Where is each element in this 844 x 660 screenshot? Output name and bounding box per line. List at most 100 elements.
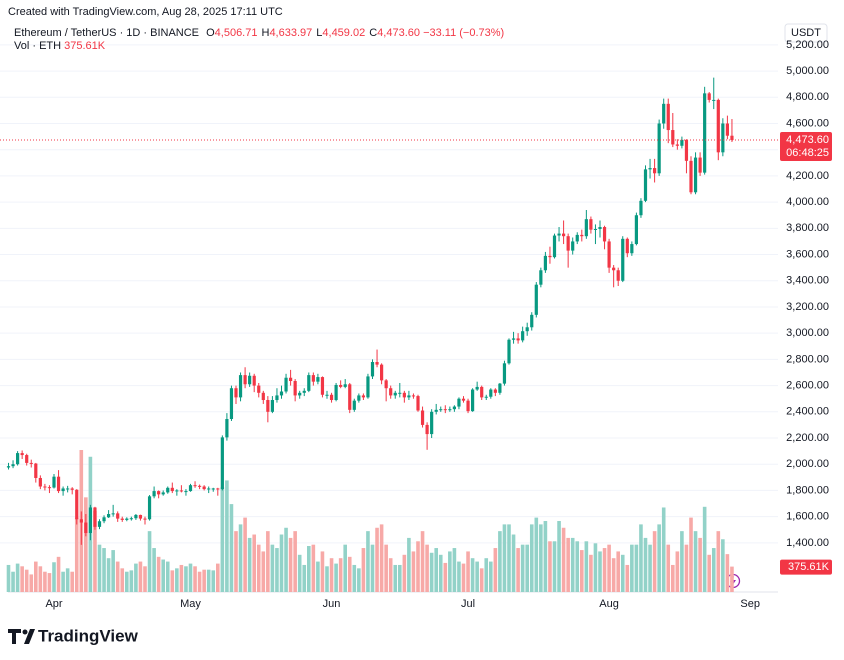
volume-bar — [56, 556, 61, 592]
volume-bar — [93, 510, 97, 592]
candle-body — [243, 375, 247, 385]
volume-bar — [234, 531, 238, 592]
candle-body — [407, 395, 411, 398]
volume-bar — [152, 548, 156, 592]
candle-body — [534, 284, 538, 315]
volume-bar — [102, 548, 106, 592]
candle-body — [552, 235, 557, 258]
candle-body — [575, 234, 579, 242]
candle-body — [721, 123, 725, 153]
volume-bar — [479, 568, 484, 592]
volume-bar — [507, 524, 511, 592]
volume-bar — [684, 544, 689, 592]
candle-body — [716, 99, 720, 153]
volume-bar — [511, 534, 516, 592]
candle-body — [34, 463, 38, 478]
y-tick-label: 4,000.00 — [786, 196, 829, 208]
volume-bar — [379, 524, 384, 592]
candle-body — [493, 389, 497, 393]
candle-body — [279, 391, 284, 396]
volume-bar — [384, 544, 388, 592]
volume-bar — [416, 541, 420, 592]
candle-body — [430, 411, 434, 435]
volume-bar — [29, 574, 34, 592]
volume-bar — [725, 554, 730, 592]
volume-bar — [398, 564, 402, 592]
volume-bar — [293, 531, 297, 592]
volume-bar — [175, 568, 179, 592]
volume-bar — [184, 566, 188, 592]
candle-body — [138, 514, 143, 519]
volume-bar — [216, 563, 220, 592]
volume-bar — [47, 573, 52, 592]
candle-body — [238, 375, 243, 398]
candle-body — [502, 363, 507, 384]
candle-body — [352, 400, 356, 410]
volume-bar — [170, 570, 175, 592]
candle-body — [329, 394, 334, 401]
candle-body — [120, 518, 124, 520]
volume-bar — [493, 548, 498, 592]
volume-bar — [420, 531, 425, 592]
volume-bar — [375, 527, 379, 592]
volume-bar — [334, 563, 338, 592]
x-tick-label: Aug — [599, 598, 619, 610]
volume-bar — [702, 506, 707, 592]
candle-body — [289, 377, 293, 382]
volume-bar — [220, 487, 225, 592]
ohlc-key: L — [316, 27, 323, 39]
volume-bar — [689, 517, 693, 592]
currency-box[interactable] — [784, 23, 828, 43]
candle-body — [25, 455, 29, 463]
volume-bar — [443, 562, 448, 592]
candle-body — [461, 398, 466, 401]
candle-body — [616, 270, 620, 281]
legend-line: Ethereum / TetherUS · 1D · BINANCE O4,50… — [14, 27, 504, 40]
volume-bar — [520, 544, 525, 592]
candle-body — [689, 160, 693, 193]
candle-body — [257, 385, 261, 393]
volume-bar — [589, 554, 593, 592]
candle-body — [411, 395, 416, 397]
volume-bar — [270, 544, 275, 592]
volume-bar — [329, 558, 334, 592]
volume-bar — [575, 541, 580, 592]
candle-body — [293, 381, 297, 396]
volume-bar — [179, 564, 184, 592]
symbol: Ethereum / TetherUS · 1D · BINANCE — [14, 27, 200, 39]
x-tick-label: Sep — [740, 598, 760, 610]
candle-body — [298, 392, 302, 396]
candle-body — [29, 462, 33, 464]
candle-body — [602, 227, 607, 242]
candle-body — [589, 219, 593, 230]
countdown: 06:48:25 — [786, 147, 829, 159]
volume-bar — [539, 524, 543, 592]
candle-body — [712, 99, 716, 101]
ohlc-value: 4,506.71 — [214, 27, 258, 39]
y-tick-label: 4,600.00 — [786, 117, 829, 129]
candle-body — [157, 491, 161, 495]
candle-body — [102, 517, 106, 522]
tv-logo — [8, 629, 35, 644]
volume-bar — [65, 568, 70, 592]
volume-bar — [347, 556, 352, 592]
candle-body — [202, 486, 206, 490]
candle-body — [175, 490, 179, 492]
volume-bar — [320, 551, 325, 592]
candle-body — [16, 453, 20, 465]
volume-bar — [84, 497, 88, 592]
volume-bar — [197, 571, 202, 592]
ohlc-key: H — [261, 27, 270, 39]
candle-body — [416, 396, 420, 411]
volume-bar — [438, 554, 443, 592]
candle-body — [325, 394, 329, 396]
candle-body — [307, 375, 311, 391]
candle-body — [134, 514, 138, 519]
candle-body — [671, 130, 675, 145]
candle-body — [270, 400, 274, 412]
volume-bar — [38, 566, 43, 592]
volume-bar — [74, 517, 79, 592]
y-tick-label: 4,800.00 — [786, 91, 829, 103]
candle-body — [152, 491, 156, 497]
